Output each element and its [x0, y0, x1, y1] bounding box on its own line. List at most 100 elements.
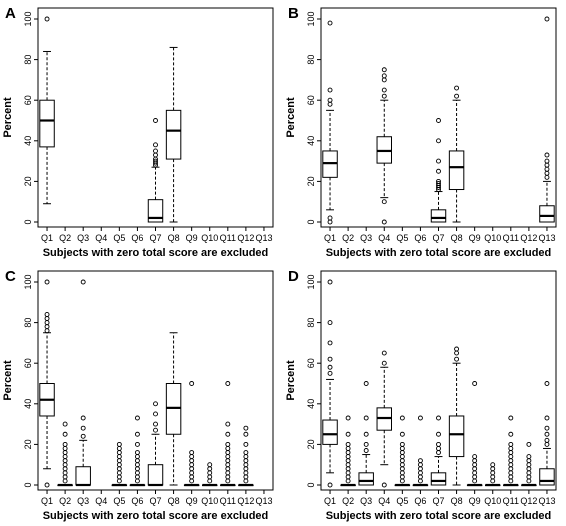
box-q1	[39, 279, 55, 488]
outlier-point	[44, 316, 50, 321]
y-tick-label: 100	[23, 274, 33, 289]
outlier-point	[327, 101, 333, 107]
outlier-point	[62, 458, 68, 464]
outlier-point	[189, 381, 195, 386]
x-tick-label: Q1	[324, 496, 336, 506]
outlier-point	[508, 470, 514, 476]
x-tick-label: Q9	[469, 233, 481, 243]
outlier-point	[189, 466, 195, 472]
x-tick-label: Q13	[255, 496, 272, 506]
outlier-point	[508, 441, 514, 447]
outlier-point	[44, 312, 50, 317]
outlier-point	[345, 478, 351, 484]
box-iqr	[430, 472, 447, 486]
outlier-point	[62, 450, 68, 455]
outlier-point	[436, 441, 441, 447]
outlier-point	[490, 474, 496, 480]
outlier-point	[345, 474, 351, 480]
y-tick-label: 20	[306, 439, 316, 449]
y-tick-label: 60	[306, 358, 316, 368]
outlier-point	[345, 470, 351, 476]
y-tick-label: 0	[306, 219, 316, 224]
outlier-point	[454, 93, 460, 99]
outlier-point	[189, 454, 195, 460]
outlier-point	[153, 148, 158, 154]
outlier-point	[116, 478, 122, 484]
y-axis-label: Percent	[285, 97, 297, 138]
box-q11	[220, 381, 236, 487]
outlier-point	[454, 350, 460, 356]
x-tick-label: Q6	[414, 233, 426, 243]
x-tick-label: Q5	[113, 496, 125, 506]
outlier-point	[134, 450, 140, 455]
outlier-point	[436, 158, 441, 164]
outlier-point	[544, 158, 550, 164]
x-tick-label: Q10	[201, 233, 218, 243]
outlier-point	[399, 441, 405, 447]
x-tick-label: Q5	[396, 233, 408, 243]
x-tick-label: Q1	[41, 496, 53, 506]
outlier-point	[436, 450, 441, 455]
outlier-point	[363, 415, 369, 421]
outlier-point	[399, 458, 405, 464]
outlier-point	[417, 466, 423, 472]
box-q7	[147, 118, 164, 223]
panel-label-b: B	[288, 5, 299, 22]
box-q10	[202, 462, 218, 487]
outlier-point	[508, 446, 514, 451]
outlier-point	[454, 85, 460, 91]
outlier-point	[544, 437, 550, 443]
outlier-point	[62, 421, 68, 427]
outlier-point	[345, 431, 351, 437]
outlier-point	[526, 478, 532, 484]
outlier-point	[381, 67, 387, 73]
outlier-point	[134, 431, 140, 437]
panel-label-a: A	[5, 5, 16, 22]
outlier-point	[327, 482, 333, 488]
outlier-point	[116, 470, 122, 476]
box-iqr	[448, 150, 465, 191]
box-iqr	[430, 209, 447, 223]
box-q5	[394, 415, 411, 487]
box-iqr	[39, 99, 55, 148]
outlier-point	[153, 152, 158, 158]
outlier-point	[490, 462, 496, 468]
panel-c: C 0 20 40 60 80 100 Percent Q1 Q2 Q3 Q4 Q5 Q6 Q7 Q8 Q9 Q1…	[0, 263, 283, 526]
outlier-point	[399, 446, 405, 451]
x-tick-label: Q9	[186, 496, 198, 506]
outlier-point	[472, 470, 478, 476]
x-tick-label: Q2	[342, 233, 354, 243]
y-tick-label: 80	[23, 55, 33, 65]
y-tick-label: 80	[23, 318, 33, 328]
box-q4	[376, 67, 392, 225]
box-iqr	[75, 466, 91, 486]
outlier-point	[363, 381, 369, 386]
outlier-point	[134, 466, 140, 472]
outlier-point	[490, 466, 496, 472]
x-tick-label: Q5	[396, 496, 408, 506]
y-tick-label: 40	[306, 399, 316, 409]
outlier-point	[436, 431, 441, 437]
box-q12	[238, 425, 254, 487]
box-q8	[165, 332, 182, 486]
outlier-point	[436, 168, 441, 174]
outlier-point	[526, 466, 532, 472]
x-tick-label: Q11	[220, 496, 236, 506]
outlier-point	[62, 454, 68, 460]
outlier-point	[544, 16, 550, 22]
x-axis-label: Subjects with zero total score are exclu…	[43, 247, 269, 259]
outlier-point	[225, 431, 231, 437]
outlier-point	[243, 454, 249, 460]
x-tick-label: Q6	[414, 496, 426, 506]
outlier-point	[345, 458, 351, 464]
outlier-point	[225, 458, 231, 464]
y-axis-label: Percent	[285, 360, 297, 401]
box-q1	[322, 279, 338, 488]
y-tick-label: 40	[23, 136, 33, 146]
x-tick-label: Q2	[59, 233, 71, 243]
outlier-point	[207, 462, 213, 468]
box-q9	[466, 381, 483, 487]
outlier-point	[62, 431, 68, 437]
x-tick-label: Q13	[538, 496, 555, 506]
